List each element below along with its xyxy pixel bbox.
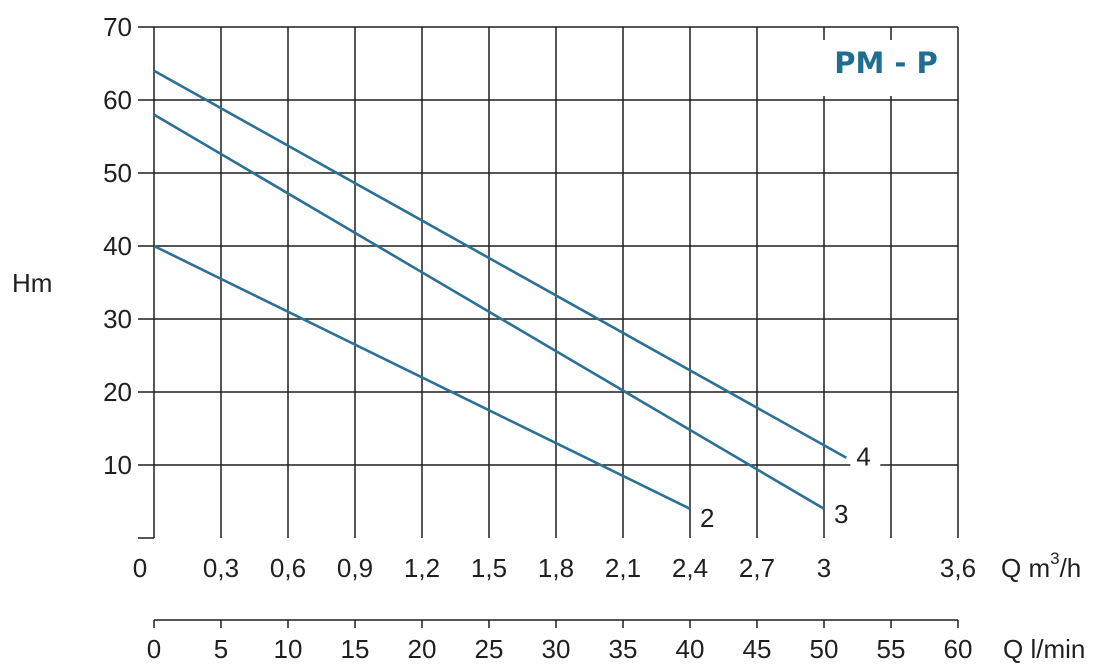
x-axis-label: Q m3/h bbox=[1001, 549, 1081, 583]
y-tick-label: 50 bbox=[103, 158, 132, 188]
x-tick-label: 0,9 bbox=[337, 553, 373, 583]
chart-title: PM - P bbox=[834, 46, 938, 80]
x-tick-label: 0,3 bbox=[203, 553, 239, 583]
y-tick-label: 60 bbox=[103, 85, 132, 115]
x2-axis-label: Q l/min bbox=[1003, 634, 1085, 664]
x-tick-label: 0 bbox=[133, 553, 147, 583]
grid bbox=[138, 26, 959, 539]
x-tick-label: 2,4 bbox=[672, 553, 708, 583]
series-label-background-4 bbox=[850, 443, 881, 472]
title-background bbox=[820, 40, 948, 96]
series-line-3 bbox=[153, 113, 825, 510]
x-tick-label: 2,7 bbox=[739, 553, 775, 583]
series-line-4 bbox=[153, 69, 847, 459]
y-tick-label: 70 bbox=[103, 12, 132, 42]
series-label-3: 3 bbox=[834, 499, 848, 529]
y-tick-label: 20 bbox=[103, 377, 132, 407]
x2-tick-label: 10 bbox=[274, 634, 303, 664]
x2-tick-label: 60 bbox=[944, 634, 973, 664]
y-axis-label: Hm bbox=[12, 268, 52, 298]
x-axis-label-suffix: /h bbox=[1060, 553, 1082, 583]
tick-marks bbox=[153, 619, 959, 628]
x2-tick-label: 45 bbox=[743, 634, 772, 664]
x2-tick-label: 35 bbox=[609, 634, 638, 664]
x-tick-label: 0,6 bbox=[270, 553, 306, 583]
x-tick-label: 3,6 bbox=[940, 553, 976, 583]
x-tick-label: 2,1 bbox=[605, 553, 641, 583]
series-line-2 bbox=[153, 244, 691, 510]
y-tick-label: 40 bbox=[103, 231, 132, 261]
x-tick-label: 1,8 bbox=[538, 553, 574, 583]
x-axis-label-superscript: 3 bbox=[1050, 549, 1059, 568]
x2-tick-label: 20 bbox=[408, 634, 437, 664]
x-axis-label-prefix: Q m bbox=[1001, 553, 1050, 583]
x2-tick-label: 0 bbox=[147, 634, 161, 664]
x2-tick-label: 25 bbox=[475, 634, 504, 664]
y-tick-label: 30 bbox=[103, 304, 132, 334]
series-label-4: 4 bbox=[856, 442, 870, 472]
x-tick-label: 3 bbox=[817, 553, 831, 583]
x2-tick-label: 40 bbox=[676, 634, 705, 664]
x2-tick-label: 5 bbox=[214, 634, 228, 664]
x2-tick-label: 50 bbox=[810, 634, 839, 664]
x-tick-label: 1,5 bbox=[471, 553, 507, 583]
series-labels: 2 34 bbox=[700, 442, 881, 533]
x2-tick-label: 30 bbox=[542, 634, 571, 664]
x2-tick-label: 15 bbox=[341, 634, 370, 664]
x-tick-label: 1,2 bbox=[404, 553, 440, 583]
x2-tick-label: 55 bbox=[877, 634, 906, 664]
y-tick-label: 10 bbox=[103, 450, 132, 480]
series-label-2: 2 bbox=[700, 503, 714, 533]
series-lines bbox=[153, 69, 847, 510]
